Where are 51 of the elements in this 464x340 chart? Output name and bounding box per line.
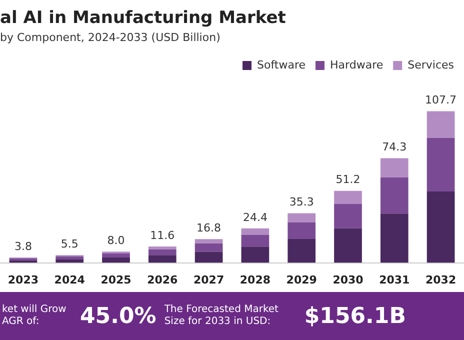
x-tick-label: 2030 [332, 273, 364, 286]
annotation: 3.8 [14, 240, 32, 253]
bar [194, 239, 223, 244]
bar [241, 234, 270, 247]
chart-title: al AI in Manufacturing Market [0, 8, 286, 28]
bar [56, 256, 84, 260]
x-tick-label: 2031 [379, 273, 410, 286]
bar [56, 259, 84, 263]
x-tick-label: 2025 [100, 273, 132, 286]
bar [288, 239, 316, 263]
bar [334, 228, 362, 263]
x-tick-label: 2028 [240, 273, 271, 286]
bar [380, 158, 408, 178]
legend-label: Services [408, 58, 454, 72]
x-tick-label: 2024 [54, 273, 86, 286]
bar [334, 204, 362, 228]
bar [241, 246, 270, 263]
bar [380, 214, 408, 263]
x-tick-label: 2027 [193, 273, 224, 286]
bar [288, 222, 316, 240]
bar [426, 138, 455, 192]
bar [102, 258, 130, 263]
chart-subtitle: by Component, 2024-2033 (USD Billion) [0, 31, 220, 44]
x-tick-label: 2023 [8, 273, 39, 286]
bar [380, 178, 408, 214]
annotation: 107.7 [425, 94, 457, 107]
annotation: 74.3 [382, 140, 407, 154]
bar [334, 190, 362, 204]
x-tick-label: 2029 [286, 273, 317, 286]
bar [148, 255, 176, 263]
bar [194, 243, 223, 252]
bar [426, 111, 455, 138]
annotation: 8.0 [107, 234, 125, 247]
bar [148, 249, 176, 256]
bar [9, 260, 38, 263]
legend-label: Hardware [330, 58, 384, 72]
x-tick-label: 2032 [425, 273, 456, 286]
bar [102, 254, 130, 258]
legend-label: Software [257, 58, 306, 72]
x-tick-label: 2026 [147, 273, 178, 286]
bar [288, 213, 316, 222]
annotation: 24.4 [242, 210, 268, 224]
bar [148, 246, 176, 250]
annotation: 35.3 [289, 196, 314, 209]
annotation: 11.6 [150, 228, 175, 242]
annotation: 51.2 [336, 173, 360, 186]
annotation: 16.8 [196, 222, 222, 235]
bar [194, 252, 223, 263]
bar [426, 191, 455, 263]
annotation: 5.5 [60, 237, 78, 250]
bar [241, 228, 270, 235]
